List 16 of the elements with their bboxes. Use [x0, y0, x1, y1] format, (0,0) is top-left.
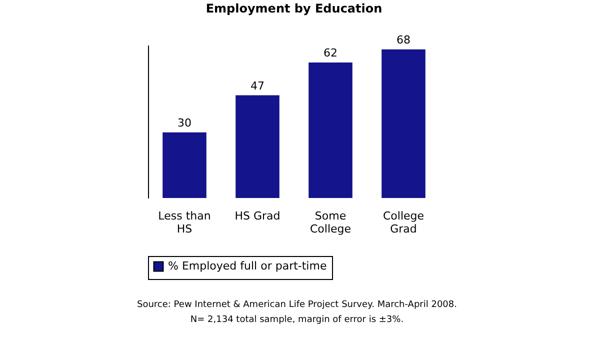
x-tick-label: Some College: [310, 210, 352, 236]
x-tick-label: HS Grad: [234, 210, 280, 222]
text: N= 2,134 total sample, margin of error is ±3%.: [189, 314, 405, 327]
bar: [308, 62, 352, 198]
chart-title: Employment by Education: [206, 1, 382, 16]
x-tick-label: College Grad: [382, 210, 424, 236]
data-label: 62: [324, 46, 338, 60]
data-label: 47: [250, 79, 264, 92]
data-label: 30: [178, 116, 192, 130]
x-tick-label: Less than HS: [158, 210, 211, 236]
legend-label: % Employed full or part-time: [168, 260, 327, 272]
bar: [162, 132, 206, 198]
bar: [382, 49, 426, 198]
data-label: 68: [396, 33, 410, 46]
bar: [236, 95, 280, 198]
source-note: Source: Pew Internet & American Life Project Survey. March-April 2008.: [136, 299, 458, 312]
